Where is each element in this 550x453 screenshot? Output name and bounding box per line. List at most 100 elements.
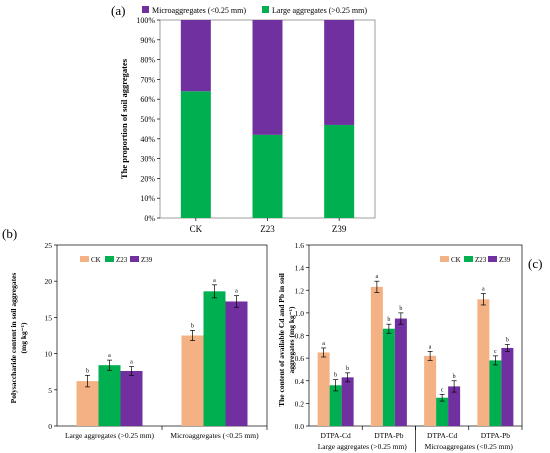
- panel-a-ytick-label: 60%: [140, 95, 155, 104]
- panel-c-legend-swatch-z23: [464, 256, 473, 262]
- panel-b-bar-z39: [120, 370, 143, 426]
- panel-b-label: (b): [2, 226, 17, 241]
- panel-a-ytick-label: 40%: [140, 135, 155, 144]
- panel-a-bar-micro: [180, 20, 211, 92]
- panel-b-bar-z39: [225, 301, 248, 426]
- panel-c-ytick-label: 1.6: [295, 241, 305, 250]
- panel-c-ytick-label: 1.4: [295, 264, 305, 273]
- panel-b-sig-letter: a: [235, 289, 238, 295]
- panel-c-sig-letter: a: [322, 341, 325, 347]
- panel-c-ylabel-line1: The content of available Cd and Pb in so…: [277, 273, 286, 407]
- panel-c-xtick-label: DTPA-Cd: [427, 431, 457, 440]
- panel-c-bar-ck: [370, 286, 383, 426]
- panel-c-ylabel-line2: aggregates (mg kg⁻¹): [287, 306, 296, 373]
- panel-a-ytick-label: 10%: [140, 194, 155, 203]
- panel-b-sig-letter: a: [108, 353, 111, 359]
- panel-c-bar-z23: [382, 328, 395, 426]
- panel-a-xtick-label: CK: [190, 224, 203, 234]
- panel-c-bar-z23: [489, 360, 502, 426]
- panel-b-xtick-label: Large aggregates (>0.25 mm): [65, 431, 155, 440]
- panel-a-legend-swatch-large: [262, 6, 269, 13]
- panel-a-label: (a): [111, 3, 125, 18]
- panel-a-xtick-label: Z23: [260, 224, 275, 234]
- panel-a-ytick-label: 50%: [140, 115, 155, 124]
- panel-b-ytick-label: 20: [45, 277, 53, 286]
- panel-a-ytick-label: 80%: [140, 56, 155, 65]
- panel-a-ytick-label: 70%: [140, 75, 155, 84]
- panel-b-legend-ck: CK: [91, 256, 101, 264]
- panel-a-ytick-label: 0%: [144, 214, 155, 223]
- panel-b-legend-swatch-z39: [130, 256, 139, 262]
- panel-c-xtick-label: DTPA-Cd: [321, 431, 351, 440]
- panel-a-ytick-label: 100%: [136, 16, 155, 25]
- panel-c-legend-ck: CK: [451, 256, 461, 264]
- panel-c-sig-letter: b: [387, 317, 390, 323]
- panel-c-legend-swatch-z39: [488, 256, 497, 262]
- panel-a-bar-large: [324, 124, 355, 218]
- panel-c-ytick-label: 0.2: [295, 399, 305, 408]
- panel-c-bar-ck: [317, 352, 330, 426]
- panel-b-xtick-label: Microaggregates (<0.25 mm): [170, 431, 259, 440]
- panel-b-legend-swatch-ck: [80, 256, 89, 262]
- panel-a-ytick-label: 90%: [140, 36, 155, 45]
- panel-a-bar-large: [252, 134, 283, 218]
- panel-b-ylabel-line1: Polysaccharide content in soil aggregate…: [9, 273, 18, 404]
- panel-a-bar-micro: [252, 20, 283, 135]
- panel-b-sig-letter: b: [191, 323, 194, 329]
- panel-c-label: (c): [528, 256, 542, 271]
- panel-c-ytick-label: 0.6: [295, 354, 305, 363]
- panel-a-legend-large: Large aggregates (>0.25 mm): [272, 6, 367, 15]
- panel-a-ytick-label: 30%: [140, 155, 155, 164]
- panel-b-sig-letter: a: [130, 360, 133, 366]
- panel-b-ytick-label: 15: [45, 313, 53, 322]
- panel-b-bar-ck: [181, 335, 204, 426]
- panel-b-bar-ck: [76, 381, 99, 426]
- panel-c-ytick-label: 1.2: [295, 286, 305, 295]
- panel-c-sig-letter: b: [334, 373, 337, 379]
- panel-c-sig-letter: b: [453, 374, 456, 380]
- panel-a-legend-micro: Microaggregates (<0.25 mm): [152, 6, 246, 15]
- panel-c-ytick-label: 0.8: [295, 332, 305, 341]
- panel-c-ytick-label: 1.0: [295, 309, 305, 318]
- panel-a-bar-micro: [324, 20, 355, 125]
- panel-b-ylabel-line2: (mg kg⁻¹): [19, 322, 28, 353]
- panel-c-bar-z39: [501, 347, 514, 426]
- panel-c-xtick-label: DTPA-Pb: [374, 431, 404, 440]
- panel-c-ytick-label: 0.0: [295, 422, 305, 431]
- panel-b-ytick-label: 10: [45, 350, 53, 359]
- panel-a-ylabel: The proportion of soil aggregates: [119, 58, 129, 179]
- panel-c-legend-swatch-ck: [440, 256, 449, 262]
- panel-c-sig-letter: b: [506, 338, 509, 344]
- panel-b-legend-z39: Z39: [141, 256, 153, 264]
- panel-c-sig-letter: b: [399, 306, 402, 312]
- panel-b-ytick-label: 5: [48, 386, 52, 395]
- panel-c-sig-letter: c: [441, 387, 444, 393]
- panel-c-legend-z39: Z39: [499, 256, 511, 264]
- panel-c: (c) The content of available Cd and Pb i…: [277, 241, 542, 452]
- panel-c-bar-ck: [477, 299, 490, 426]
- panel-a-bar-large: [180, 91, 211, 218]
- panel-b-sig-letter: b: [86, 368, 89, 374]
- panel-c-bar-z39: [341, 377, 354, 426]
- panel-c-bar-z39: [394, 318, 407, 426]
- panel-a-xtick-label: Z39: [332, 224, 347, 234]
- panel-c-sig-letter: c: [494, 349, 497, 355]
- panel-b-bar-z23: [203, 291, 226, 426]
- panel-b-ytick-label: 25: [45, 241, 53, 250]
- panel-c-xtick-label: DTPA-Pb: [481, 431, 511, 440]
- panel-a: (a) Microaggregates (<0.25 mm) Large agg…: [111, 3, 376, 234]
- panel-b-bar-z23: [98, 365, 121, 426]
- panel-c-bar-ck: [424, 355, 437, 426]
- panel-b-legend-swatch-z23: [105, 256, 114, 262]
- panel-c-ytick-label: 0.4: [295, 377, 305, 386]
- panel-c-bar-z23: [436, 397, 449, 426]
- panel-a-legend-swatch-micro: [142, 6, 149, 13]
- panel-b: (b) Polysaccharide content in soil aggre…: [2, 226, 268, 440]
- panel-c-sig-letter: a: [376, 274, 379, 280]
- panel-c-bar-z23: [329, 385, 342, 426]
- panel-b-legend-z23: Z23: [116, 256, 128, 264]
- panel-b-ytick-label: 0: [48, 422, 52, 431]
- panel-a-ytick-label: 20%: [140, 174, 155, 183]
- panel-c-legend-z23: Z23: [475, 256, 487, 264]
